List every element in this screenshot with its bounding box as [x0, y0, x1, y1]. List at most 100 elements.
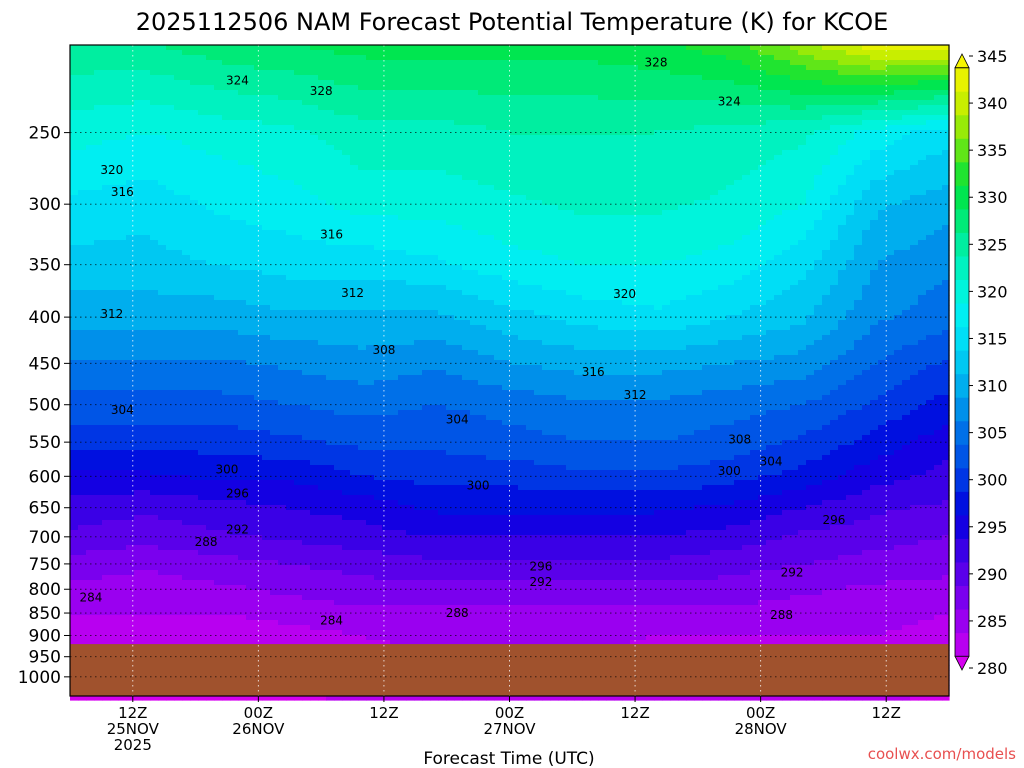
plot-area: 328 324 328 324 320 316 316 312 320 312 308 316 312 3… [69, 44, 950, 701]
contour-label: 304 [446, 412, 469, 426]
y-tick-label: 900 [29, 626, 61, 646]
grid [70, 45, 949, 696]
colorbar-min-arrow [954, 655, 970, 671]
contour-label: 312 [341, 286, 364, 300]
contour-label: 324 [226, 74, 249, 88]
contour-label: 328 [645, 55, 668, 69]
contour-label: 300 [467, 478, 490, 492]
contour-label: 284 [320, 613, 343, 627]
y-tick-label: 350 [29, 256, 61, 276]
y-tick-label: 800 [29, 580, 61, 600]
colorbar-swatch [955, 232, 969, 257]
y-tick-label: 850 [29, 604, 61, 624]
colorbar-label: 295 [977, 518, 1008, 537]
colorbar-swatch [955, 256, 969, 281]
colorbar-swatch [955, 67, 969, 92]
contour-label: 316 [320, 227, 343, 241]
y-tick-label: 450 [29, 354, 61, 374]
colorbar-label: 325 [977, 235, 1008, 254]
colorbar-swatch [955, 279, 969, 304]
colorbar-swatch [955, 444, 969, 469]
contour-label: 288 [195, 535, 218, 549]
y-tick-label: 1000 [18, 668, 61, 688]
colorbar-swatch [955, 420, 969, 445]
colorbar-swatch [955, 585, 969, 610]
colorbar-swatch [955, 303, 969, 328]
x-tick-label: 12Z [118, 704, 147, 722]
contour-label: 320 [613, 287, 636, 301]
watermark: coolwx.com/models [868, 745, 1016, 763]
contour-label: 300 [718, 464, 741, 478]
contour-label: 292 [781, 566, 804, 580]
x-tick-label: 12Z [872, 704, 901, 722]
contour-label: 308 [372, 343, 395, 357]
contour-label: 316 [111, 185, 134, 199]
contour-label: 304 [760, 455, 783, 469]
colorbar-swatch [955, 326, 969, 351]
contour-label: 324 [718, 95, 741, 109]
contour-label: 296 [822, 513, 845, 527]
colorbar-label: 340 [977, 94, 1008, 113]
y-tick-label: 400 [29, 308, 61, 328]
colorbar-label: 315 [977, 329, 1008, 348]
colorbar: 280 285 290 295 300 305 310 315 320 325 330 335 340 3… [954, 47, 1008, 678]
colorbar-swatch [955, 114, 969, 139]
contour-label: 304 [111, 403, 134, 417]
contour-label: 300 [216, 463, 239, 477]
contour-label: 320 [100, 163, 123, 177]
x-axis-title: Forecast Time (UTC) [423, 749, 594, 768]
colorbar-swatch [955, 185, 969, 210]
colorbar-label: 280 [977, 659, 1008, 678]
chart-title: 2025112506 NAM Forecast Potential Temper… [136, 8, 889, 36]
colorbar-label: 285 [977, 612, 1008, 631]
x-tick-label: 25NOV [107, 720, 160, 738]
colorbar-swatch [955, 632, 969, 657]
colorbar-swatch [955, 161, 969, 186]
x-tick-label: 12Z [369, 704, 398, 722]
colorbar-label: 305 [977, 424, 1008, 443]
y-tick-label: 550 [29, 433, 61, 453]
colorbar-swatch [955, 538, 969, 563]
x-tick-label: 28NOV [735, 720, 788, 738]
contour-label: 288 [770, 608, 793, 622]
contour-label: 292 [226, 522, 249, 536]
y-tick-label: 500 [29, 396, 61, 416]
x-tick-label: 27NOV [483, 720, 536, 738]
y-tick-label: 950 [29, 648, 61, 668]
x-tick-label: 12Z [620, 704, 649, 722]
y-tick-label: 600 [29, 467, 61, 487]
x-tick-label: 00Z [495, 704, 524, 722]
y-tick-label: 700 [29, 528, 61, 548]
colorbar-swatch [955, 467, 969, 492]
x-tick-label: 26NOV [232, 720, 285, 738]
colorbar-swatch [955, 609, 969, 634]
colorbar-label: 310 [977, 377, 1008, 396]
y-tick-label: 300 [29, 195, 61, 215]
colorbar-swatch [955, 209, 969, 233]
colorbar-swatch [955, 515, 969, 539]
colorbar-swatch [955, 373, 969, 398]
colorbar-swatch [955, 91, 969, 116]
colorbar-swatch [955, 350, 969, 375]
x-tick-label: 00Z [746, 704, 775, 722]
contour-label: 308 [728, 432, 751, 446]
colorbar-swatch [955, 138, 969, 163]
contour-label: 312 [100, 307, 123, 321]
y-tick-label: 250 [29, 124, 61, 144]
contour-label: 284 [79, 590, 102, 604]
colorbar-label: 330 [977, 188, 1008, 207]
theta-field [70, 45, 950, 701]
y-tick-label: 750 [29, 555, 61, 575]
x-tick-label: 2025 [114, 736, 152, 754]
contour-label: 296 [226, 487, 249, 501]
y-tick-label: 650 [29, 499, 61, 519]
contour-label: 312 [624, 388, 647, 402]
colorbar-swatch [955, 397, 969, 422]
colorbar-swatch [955, 491, 969, 516]
colorbar-label: 300 [977, 471, 1008, 490]
colorbar-swatch [955, 562, 969, 587]
colorbar-label: 290 [977, 565, 1008, 584]
colorbar-label: 320 [977, 282, 1008, 301]
